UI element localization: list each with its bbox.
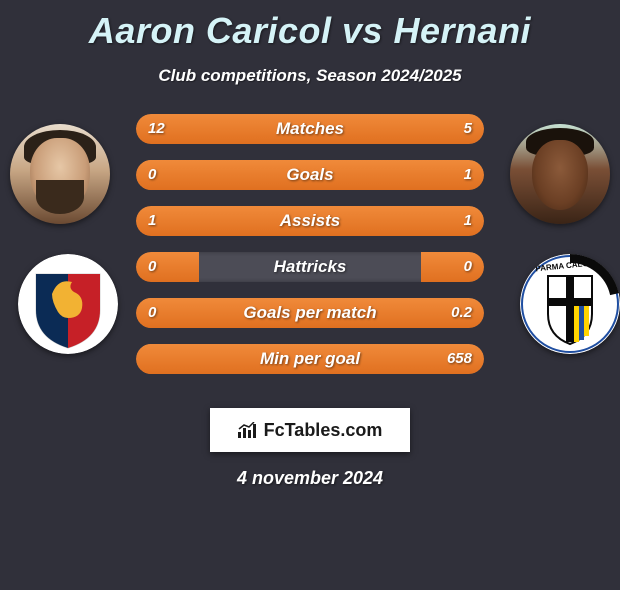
page-subtitle: Club competitions, Season 2024/2025: [0, 66, 620, 86]
stat-row: 00.2Goals per match: [136, 298, 484, 328]
stat-label: Hattricks: [136, 252, 484, 282]
stat-label: Goals per match: [136, 298, 484, 328]
watermark-text: FcTables.com: [264, 420, 383, 441]
chart-icon: [238, 422, 258, 438]
date-label: 4 november 2024: [0, 468, 620, 489]
stat-label: Min per goal: [136, 344, 484, 374]
club-right-crest: PARMA CALCIO: [520, 254, 620, 354]
club-left-crest: [18, 254, 118, 354]
player-right-avatar: [510, 124, 610, 224]
stat-row: 00Hattricks: [136, 252, 484, 282]
stat-row: 11Assists: [136, 206, 484, 236]
stat-row: 125Matches: [136, 114, 484, 144]
stat-row: 01Goals: [136, 160, 484, 190]
comparison-panel: PARMA CALCIO 125Matches 01Goals 11Assists 0…: [0, 114, 620, 404]
player-left-avatar: [10, 124, 110, 224]
stat-bars: 125Matches 01Goals 11Assists 00Hattricks 00.…: [136, 114, 484, 390]
page-title: Aaron Caricol vs Hernani: [0, 10, 620, 52]
watermark: FcTables.com: [210, 408, 410, 452]
stat-label: Assists: [136, 206, 484, 236]
stat-label: Matches: [136, 114, 484, 144]
stat-row: 658Min per goal: [136, 344, 484, 374]
stat-label: Goals: [136, 160, 484, 190]
